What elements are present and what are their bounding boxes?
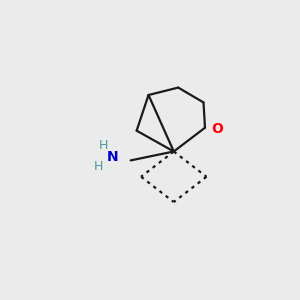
Text: H: H — [93, 160, 103, 173]
Text: O: O — [211, 122, 223, 136]
Text: N: N — [107, 149, 119, 164]
Text: H: H — [99, 139, 109, 152]
